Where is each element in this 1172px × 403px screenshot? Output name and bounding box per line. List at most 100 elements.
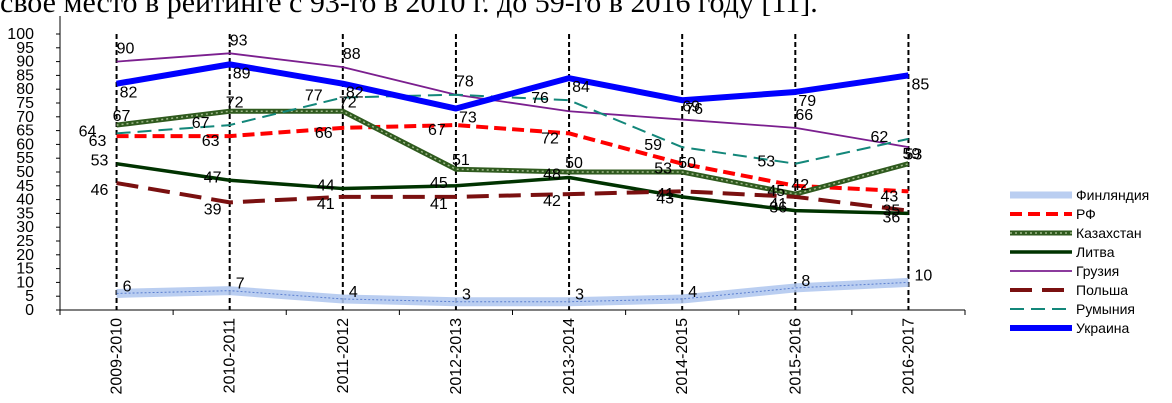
y-tick-label: 50 bbox=[16, 164, 34, 181]
y-tick-label: 30 bbox=[16, 219, 34, 236]
data-label: 63 bbox=[202, 133, 220, 150]
data-label: 79 bbox=[798, 93, 816, 110]
data-label: 51 bbox=[452, 152, 470, 169]
data-label: 78 bbox=[456, 74, 474, 91]
y-tick-label: 85 bbox=[16, 67, 34, 84]
data-label: 63 bbox=[89, 133, 107, 150]
data-label: 50 bbox=[565, 155, 583, 172]
data-label: 50 bbox=[678, 155, 696, 172]
data-label: 90 bbox=[117, 41, 135, 58]
axes: 0510152025303540455055606570758085909510… bbox=[7, 16, 966, 395]
series-line bbox=[116, 93, 909, 165]
x-tick-label: 2011-2012 bbox=[335, 318, 352, 393]
data-label: 46 bbox=[91, 182, 109, 199]
x-tick-label: 2015-2016 bbox=[787, 318, 804, 395]
series-line bbox=[116, 161, 909, 216]
y-tick-label: 65 bbox=[16, 123, 34, 140]
data-label: 41 bbox=[769, 196, 787, 213]
data-label: 89 bbox=[233, 65, 251, 82]
legend-label: Литва bbox=[1076, 244, 1115, 260]
data-label: 82 bbox=[120, 85, 138, 102]
data-label: 42 bbox=[791, 177, 809, 194]
x-tick-label: 2014-2015 bbox=[674, 318, 691, 395]
x-tick-label: 2010-2011 bbox=[222, 318, 239, 393]
data-label: 53 bbox=[904, 147, 922, 164]
data-label: 4 bbox=[688, 284, 697, 301]
legend-label: Польша bbox=[1076, 282, 1128, 298]
data-label: 41 bbox=[430, 196, 448, 213]
y-tick-label: 20 bbox=[16, 247, 34, 264]
data-label: 59 bbox=[644, 137, 662, 154]
y-tick-label: 0 bbox=[25, 302, 34, 319]
data-label: 10 bbox=[914, 267, 932, 284]
y-tick-label: 95 bbox=[16, 40, 34, 57]
data-label: 67 bbox=[192, 115, 210, 132]
header-text: свое место в рейтинге с 93-го в 2010 г. … bbox=[0, 0, 818, 19]
data-label: 3 bbox=[575, 287, 584, 304]
data-label: 59 bbox=[902, 146, 920, 163]
data-label: 77 bbox=[305, 87, 323, 104]
data-label: 64 bbox=[79, 123, 97, 140]
y-tick-label: 75 bbox=[16, 95, 34, 112]
data-label: 45 bbox=[767, 183, 785, 200]
data-label: 41 bbox=[656, 186, 674, 203]
series-line bbox=[116, 61, 909, 112]
data-label: 76 bbox=[685, 101, 703, 118]
x-tick-label: 2016-2017 bbox=[900, 318, 917, 395]
legend-label: Казахстан bbox=[1076, 225, 1142, 241]
data-label: 93 bbox=[230, 32, 248, 49]
legend-label: Румыния bbox=[1076, 301, 1135, 317]
legend-label: Грузия bbox=[1076, 263, 1119, 279]
data-label: 44 bbox=[317, 178, 335, 195]
y-tick-label: 100 bbox=[7, 26, 34, 43]
data-label: 8 bbox=[801, 273, 810, 290]
y-tick-label: 40 bbox=[16, 192, 34, 209]
legend-label: Финляндия bbox=[1076, 187, 1149, 203]
x-tick-label: 2009-2010 bbox=[109, 318, 126, 395]
data-label: 66 bbox=[795, 107, 813, 124]
data-label: 76 bbox=[531, 90, 549, 107]
y-tick-label: 10 bbox=[16, 274, 34, 291]
data-label: 36 bbox=[769, 200, 787, 217]
data-label: 62 bbox=[870, 129, 888, 146]
y-tick-label: 55 bbox=[16, 150, 34, 167]
data-label: 66 bbox=[315, 125, 333, 142]
data-label: 53 bbox=[91, 153, 109, 170]
data-label: 84 bbox=[572, 79, 590, 96]
series-line bbox=[116, 181, 909, 213]
data-label: 72 bbox=[226, 94, 244, 111]
data-label: 72 bbox=[339, 94, 357, 111]
data-label: 82 bbox=[346, 85, 364, 102]
data-label: 41 bbox=[317, 196, 335, 213]
y-tick-label: 25 bbox=[16, 233, 34, 250]
y-tick-label: 80 bbox=[16, 81, 34, 98]
series-line bbox=[116, 52, 909, 149]
data-label: 35 bbox=[882, 202, 900, 219]
y-tick-label: 45 bbox=[16, 178, 34, 195]
y-tick-label: 5 bbox=[25, 288, 34, 305]
data-label: 67 bbox=[428, 122, 446, 139]
data-label: 69 bbox=[682, 99, 700, 116]
y-tick-label: 70 bbox=[16, 109, 34, 126]
data-label: 72 bbox=[541, 130, 559, 147]
data-label: 6 bbox=[123, 278, 132, 295]
series-line bbox=[116, 123, 909, 194]
data-label: 36 bbox=[882, 210, 900, 227]
data-label: 45 bbox=[430, 175, 448, 192]
series-line-texture bbox=[116, 281, 909, 303]
y-tick-label: 35 bbox=[16, 205, 34, 222]
legend-label: Украина bbox=[1076, 320, 1130, 336]
series-lines bbox=[116, 52, 910, 307]
legend: Финляндия РФ Казахстан Литва Грузия Польша Рум… bbox=[1010, 187, 1149, 336]
data-label: 43 bbox=[656, 190, 674, 207]
data-label: 3 bbox=[462, 287, 471, 304]
data-label: 43 bbox=[880, 188, 898, 205]
y-tick-label: 90 bbox=[16, 54, 34, 71]
data-label: 53 bbox=[757, 154, 775, 171]
data-label: 73 bbox=[459, 110, 477, 127]
y-tick-label: 60 bbox=[16, 136, 34, 153]
data-label: 39 bbox=[204, 201, 222, 218]
data-label: 4 bbox=[349, 284, 358, 301]
